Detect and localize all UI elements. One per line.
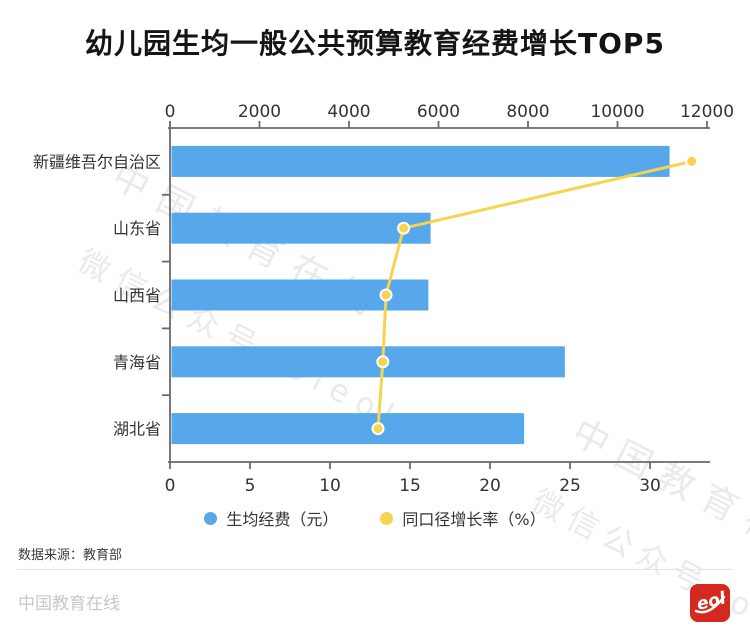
category-label: 青海省 (113, 353, 161, 372)
page-title: 幼儿园生均一般公共预算教育经费增长TOP5 (85, 27, 665, 60)
bar-新疆维吾尔自治区 (171, 145, 670, 177)
legend-label-line: 同口径增长率（%） (402, 510, 546, 529)
category-label: 湖北省 (113, 420, 161, 439)
legend-dot-bar (204, 511, 218, 525)
category-label: 山西省 (113, 286, 161, 305)
bottom-axis-label: 15 (399, 476, 421, 496)
bottom-axis-label: 5 (245, 476, 256, 496)
legend-item-bar: 生均经费（元） (204, 506, 338, 530)
top-axis-label: 0 (165, 102, 176, 122)
bottom-axis-label: 0 (165, 476, 176, 496)
growth-point-山西省 (379, 288, 393, 302)
chart-legend: 生均经费（元） 同口径增长率（%） (0, 506, 750, 530)
legend-dot-line (380, 511, 394, 525)
legend-label-bar: 生均经费（元） (226, 510, 339, 529)
growth-point-山东省 (397, 221, 411, 235)
bottom-axis-label: 20 (479, 476, 501, 496)
bar-湖北省 (171, 413, 525, 445)
top-axis-label: 4000 (327, 102, 370, 122)
bar-青海省 (171, 346, 565, 378)
top-axis-label: 2000 (238, 102, 281, 122)
growth-point-青海省 (376, 355, 390, 369)
brand-footer: 中国教育在线 (18, 594, 120, 614)
bottom-axis-label: 10 (319, 476, 341, 496)
bottom-axis-label: 30 (639, 476, 661, 496)
top-axis-label: 6000 (417, 102, 460, 122)
bottom-axis-label: 25 (559, 476, 581, 496)
bar-山东省 (171, 212, 431, 244)
category-label: 山东省 (113, 219, 161, 238)
source-note: 数据来源：教育部 (18, 548, 123, 563)
eol-logo-icon: eol (690, 584, 730, 622)
growth-point-湖北省 (371, 422, 385, 436)
legend-item-line: 同口径增长率（%） (380, 506, 546, 530)
top-axis-label: 8000 (506, 102, 549, 122)
footer-divider (17, 569, 733, 570)
growth-point-新疆维吾尔自治区 (685, 154, 699, 168)
top-axis-label: 10000 (590, 102, 644, 122)
top-axis-label: 12000 (680, 102, 734, 122)
category-label: 新疆维吾尔自治区 (33, 152, 161, 171)
